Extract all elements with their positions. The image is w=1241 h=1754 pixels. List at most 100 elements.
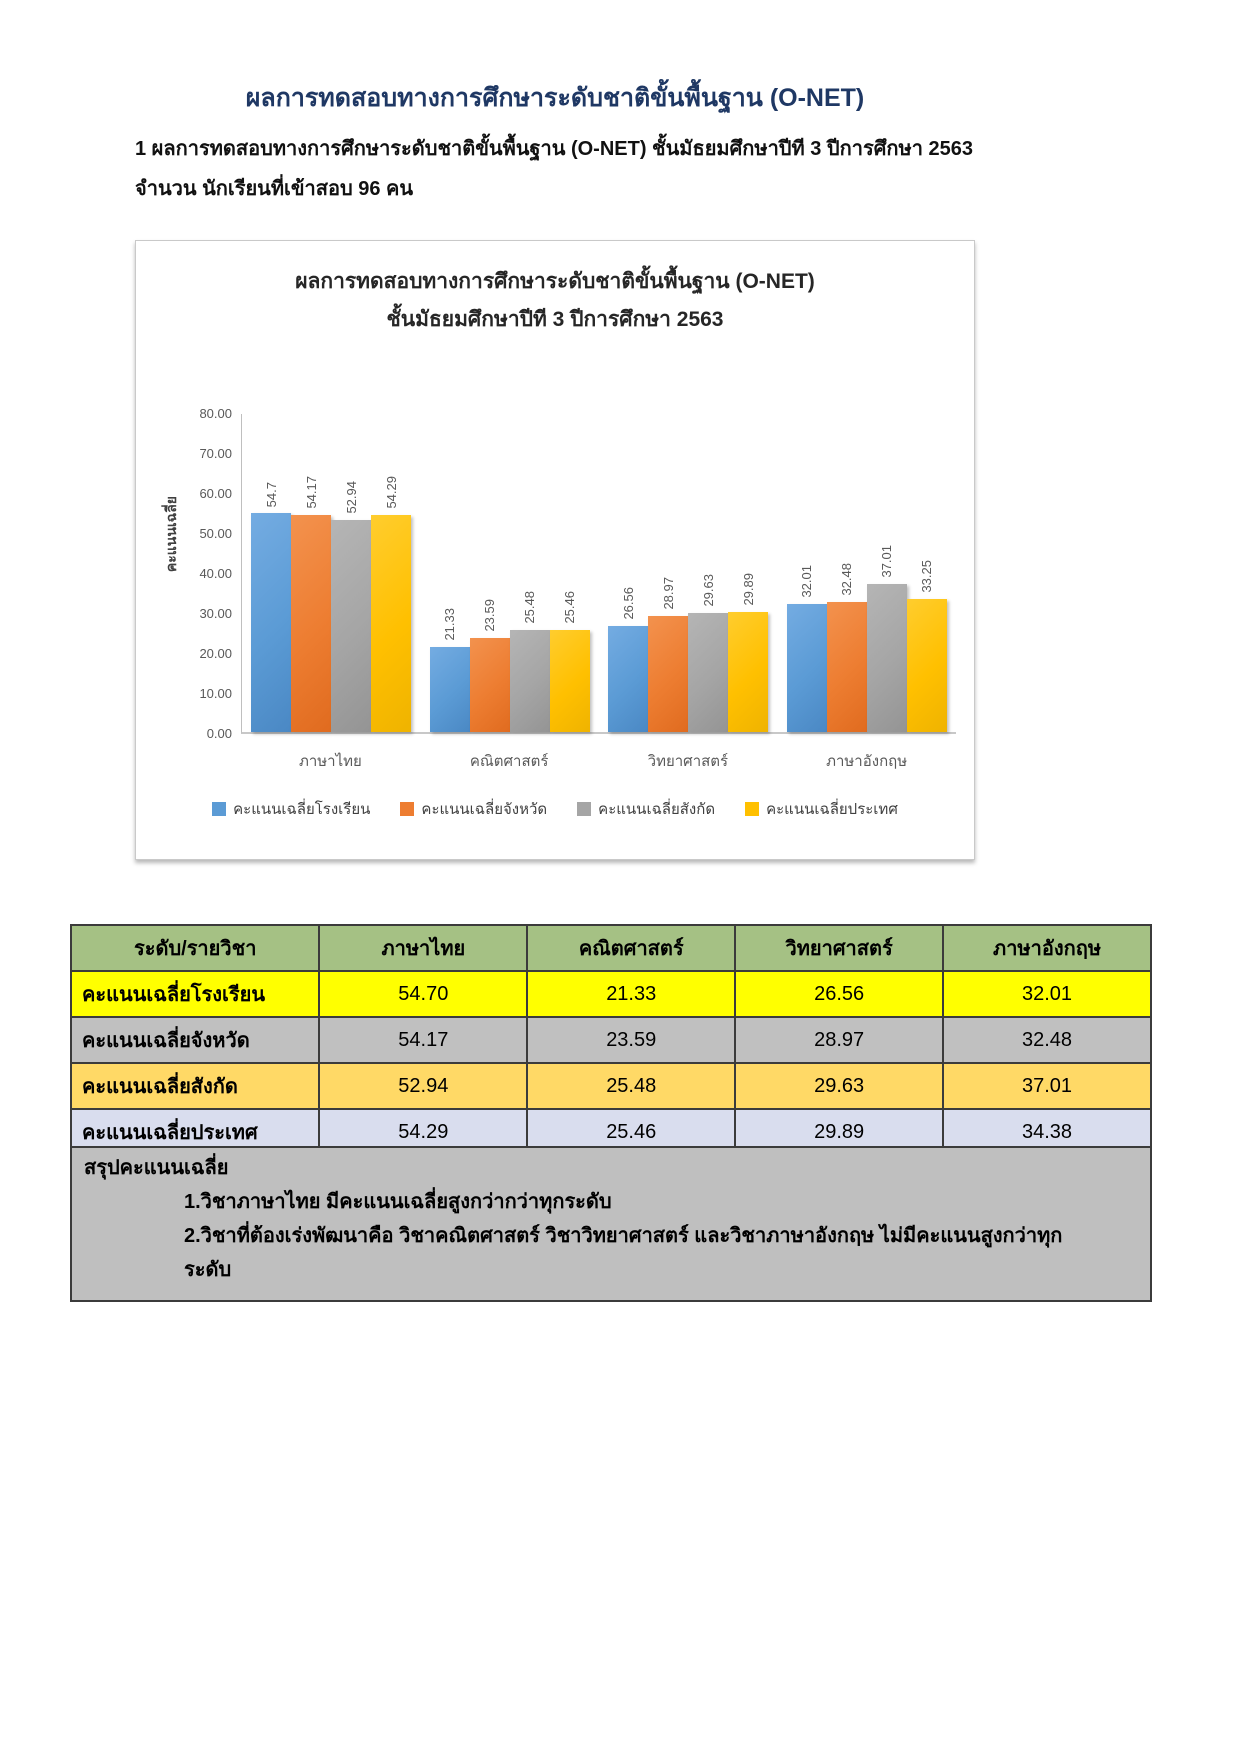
table-row: คะแนนเฉลี่ยโรงเรียน 54.70 21.33 26.56 32.01: [69, 970, 1152, 1018]
bar-column: 32.48: [826, 563, 867, 732]
score-cell: 29.63: [734, 1062, 945, 1110]
score-cell: 32.48: [942, 1016, 1152, 1064]
header-english: ภาษาอังกฤษ: [942, 924, 1152, 972]
bar: [906, 599, 947, 732]
bar-value-label: 26.56: [620, 587, 636, 620]
bar-value-label: 54.29: [383, 476, 399, 509]
legend-label: คะแนนเฉลี่ยโรงเรียน: [233, 801, 371, 818]
y-tick-label: 10.00: [199, 686, 232, 701]
score-cell: 54.17: [318, 1016, 529, 1064]
summary-box: สรุปคะแนนเฉลี่ย 1.วิชาภาษาไทย มีคะแนนเฉล…: [70, 1146, 1152, 1302]
x-axis-category-label: คณิตศาสตร์: [469, 753, 549, 770]
bar: [469, 638, 510, 732]
score-cell: 26.56: [734, 970, 945, 1018]
bar-column: 37.01: [866, 545, 907, 732]
score-cell: 28.97: [734, 1016, 945, 1064]
bar: [371, 515, 412, 732]
bar-value-label: 32.01: [799, 565, 815, 598]
bar: [291, 515, 332, 732]
bar-column: 32.01: [786, 565, 827, 732]
bar-column: 52.94: [331, 481, 372, 732]
bar: [688, 613, 729, 732]
header-thai: ภาษาไทย: [318, 924, 529, 972]
bar-column: 25.46: [549, 591, 590, 732]
y-tick-label: 30.00: [199, 606, 232, 621]
legend-swatch-icon: [212, 802, 227, 816]
legend-swatch-icon: [745, 802, 760, 816]
y-tick-label: 60.00: [199, 486, 232, 501]
bar-value-label: 54.17: [303, 476, 319, 509]
row-label-cell: คะแนนเฉลี่ยโรงเรียน: [69, 970, 321, 1018]
bar-column: 54.17: [291, 476, 332, 732]
y-tick-label: 0.00: [206, 726, 232, 741]
bar: [866, 584, 907, 732]
table-row: คะแนนเฉลี่ยสังกัด 52.94 25.48 29.63 37.01: [69, 1062, 1152, 1110]
intro-line-2: จำนวน นักเรียนที่เข้าสอบ 96 คน: [135, 178, 414, 200]
bar-value-label: 25.48: [522, 591, 538, 624]
y-tick-label: 40.00: [199, 566, 232, 581]
bar-value-label: 52.94: [343, 481, 359, 514]
score-cell: 25.48: [526, 1062, 737, 1110]
row-label-cell: คะแนนเฉลี่ยจังหวัด: [69, 1016, 321, 1064]
bar: [429, 647, 470, 732]
table-header-row: ระดับ/รายวิชา ภาษาไทย คณิตศาสตร์ วิทยาศา…: [69, 924, 1152, 972]
bar: [826, 602, 867, 732]
chart-title: ผลการทดสอบทางการศึกษาระดับชาติขั้นพื้นฐา…: [295, 270, 815, 293]
bar-column: 23.59: [469, 599, 510, 732]
bar-group-4: 32.01 32.48 37.01 33.25: [778, 414, 957, 732]
bar: [331, 520, 372, 732]
score-cell: 37.01: [942, 1062, 1152, 1110]
bar-column: 54.7: [251, 482, 292, 732]
legend-label: คะแนนเฉลี่ยประเทศ: [766, 801, 898, 818]
bar: [549, 630, 590, 732]
y-tick-label: 50.00: [199, 526, 232, 541]
chart-legend: คะแนนเฉลี่ยโรงเรียน คะแนนเฉลี่ยจังหวัด คะแ…: [136, 797, 974, 821]
legend-item: คะแนนเฉลี่ยจังหวัด: [400, 797, 547, 821]
bar-value-label: 29.89: [740, 573, 756, 606]
summary-line: 2.วิชาที่ต้องเร่งพัฒนาคือ วิชาคณิตศาสตร์…: [184, 1225, 1063, 1247]
score-cell: 52.94: [318, 1062, 529, 1110]
bar-value-label: 29.63: [700, 574, 716, 607]
x-axis-category-label: วิทยาศาสตร์: [647, 753, 729, 770]
legend-swatch-icon: [400, 802, 415, 816]
header-math: คณิตศาสตร์: [526, 924, 737, 972]
legend-swatch-icon: [577, 802, 592, 816]
bar-column: 21.33: [429, 608, 470, 732]
bar-column: 26.56: [608, 587, 649, 732]
summary-line: ระดับ: [184, 1259, 232, 1281]
chart-subtitle: ชั้นมัธยมศึกษาปีที 3 ปีการศึกษา 2563: [386, 308, 724, 331]
results-table: ระดับ/รายวิชา ภาษาไทย คณิตศาสตร์ วิทยาศา…: [69, 924, 1152, 1156]
y-tick-label: 20.00: [199, 646, 232, 661]
bar-group-3: 26.56 28.97 29.63 29.89: [599, 414, 778, 732]
bar-value-label: 23.59: [482, 599, 498, 632]
row-label-cell: คะแนนเฉลี่ยสังกัด: [69, 1062, 321, 1110]
header-science: วิทยาศาสตร์: [734, 924, 945, 972]
table-row: คะแนนเฉลี่ยจังหวัด 54.17 23.59 28.97 32.48: [69, 1016, 1152, 1064]
score-cell: 54.70: [318, 970, 529, 1018]
y-tick-label: 70.00: [199, 446, 232, 461]
bar-column: 29.63: [688, 574, 729, 732]
legend-item: คะแนนเฉลี่ยสังกัด: [577, 797, 715, 821]
bar-group-2: 21.33 23.59 25.48 25.46: [421, 414, 600, 732]
header-level-subject: ระดับ/รายวิชา: [69, 924, 321, 972]
bar-value-label: 21.33: [442, 608, 458, 641]
bar: [509, 630, 550, 732]
intro-line-1: 1 ผลการทดสอบทางการศึกษาระดับชาติขั้นพื้น…: [135, 138, 973, 160]
legend-item: คะแนนเฉลี่ยโรงเรียน: [212, 797, 370, 821]
bar-column: 29.89: [728, 573, 769, 732]
page-title: ผลการทดสอบทางการศึกษาระดับชาติขั้นพื้นฐา…: [245, 84, 865, 112]
bar-group-1: 54.7 54.17 52.94 54.29: [242, 414, 421, 732]
score-cell: 23.59: [526, 1016, 737, 1064]
bar-value-label: 28.97: [660, 577, 676, 610]
bar: [648, 616, 689, 732]
legend-label: คะแนนเฉลี่ยจังหวัด: [421, 801, 548, 818]
summary-line: 1.วิชาภาษาไทย มีคะแนนเฉลี่ยสูงกว่ากว่าทุ…: [184, 1191, 612, 1213]
bar: [251, 513, 292, 732]
score-cell: 21.33: [526, 970, 737, 1018]
bar-value-label: 32.48: [839, 563, 855, 596]
legend-item: คะแนนเฉลี่ยประเทศ: [745, 797, 898, 821]
bar-column: 54.29: [371, 476, 412, 732]
legend-label: คะแนนเฉลี่ยสังกัด: [598, 801, 716, 818]
bar-column: 33.25: [906, 560, 947, 732]
